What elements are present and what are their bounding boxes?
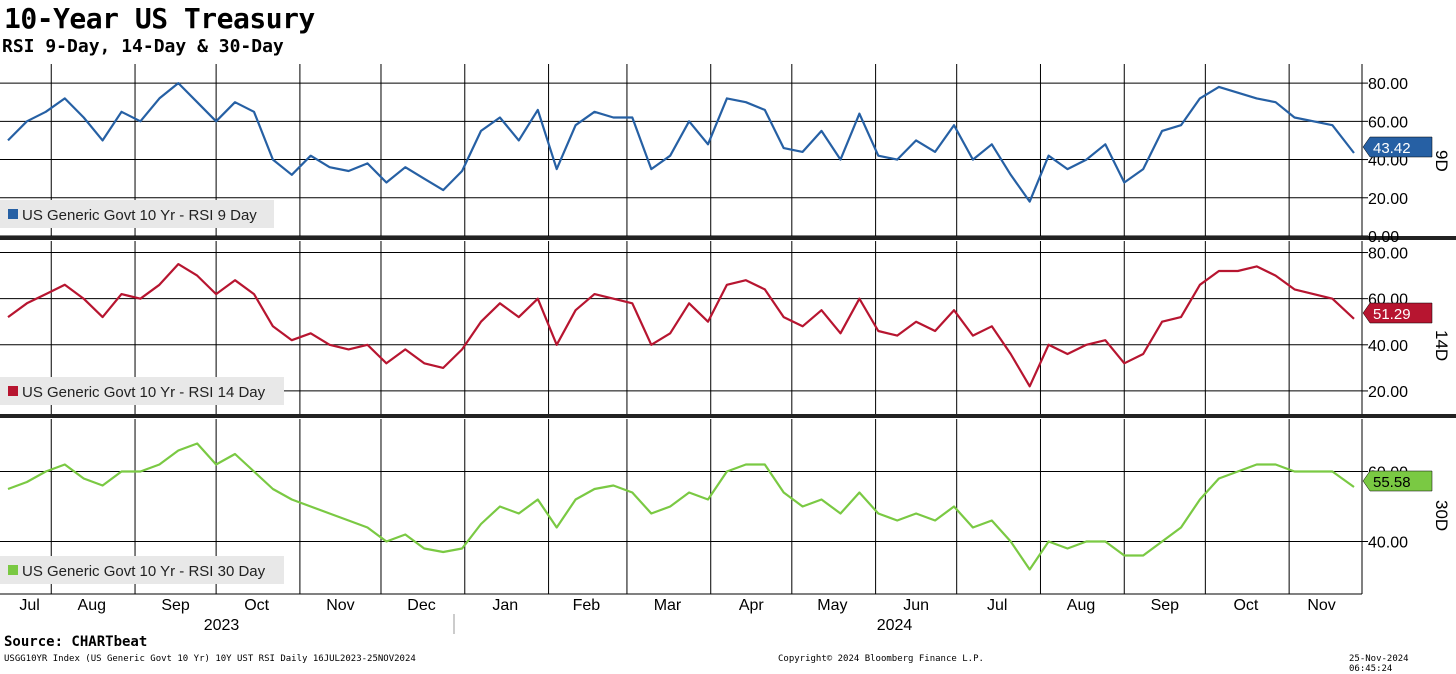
month-label: Dec (407, 597, 435, 614)
last-value-badge (1362, 470, 1433, 492)
legend-swatch (8, 209, 18, 219)
last-value-text: 51.29 (1373, 306, 1411, 323)
month-label: Mar (654, 597, 682, 614)
last-value-text: 55.58 (1373, 474, 1411, 491)
last-value-badge (1362, 136, 1433, 158)
month-label: Nov (1307, 597, 1335, 614)
month-label: Nov (326, 597, 354, 614)
series-line (7, 81, 1355, 203)
legend-box (0, 377, 284, 405)
y-tick-label: 20.00 (1368, 384, 1408, 401)
y-tick-label: 80.00 (1368, 246, 1408, 263)
legend-box (0, 556, 284, 584)
panel-side-label: 14D (1432, 330, 1451, 361)
panel-separator (0, 236, 1456, 240)
panel-separator (0, 414, 1456, 418)
label-layer: 80.00 60.00 40.00 20.00 0.00 US Generic Govt … (0, 76, 1451, 634)
legend-box (0, 200, 274, 228)
series-layer (7, 81, 1355, 571)
legend-swatch (8, 386, 18, 396)
month-label: Oct (1233, 597, 1258, 614)
last-value-text: 43.42 (1373, 140, 1411, 157)
y-tick-label: 0.00 (1368, 229, 1399, 246)
month-label: Jan (492, 597, 518, 614)
legend-label: US Generic Govt 10 Yr - RSI 9 Day (22, 207, 257, 224)
legend-label: US Generic Govt 10 Yr - RSI 30 Day (22, 563, 266, 580)
chart-subtitle: RSI 9-Day, 14-Day & 30-Day (2, 36, 284, 57)
last-value-badge (1362, 302, 1433, 324)
y-tick-label: 20.00 (1368, 191, 1408, 208)
footer-index-info: USGG10YR Index (US Generic Govt 10 Yr) 1… (4, 654, 416, 664)
month-label: Apr (739, 597, 765, 614)
y-tick-label: 40.00 (1368, 535, 1408, 552)
month-label: Feb (573, 597, 601, 614)
legend-label: US Generic Govt 10 Yr - RSI 14 Day (22, 384, 266, 401)
month-label: Oct (244, 597, 269, 614)
footer-copyright: Copyright© 2024 Bloomberg Finance L.P. (778, 654, 984, 664)
footer-timestamp: 25-Nov-2024 06:45:24 (1349, 654, 1409, 674)
series-line (7, 442, 1355, 571)
month-label: Jul (987, 597, 1007, 614)
y-tick-label: 40.00 (1368, 338, 1408, 355)
month-label: Jul (19, 597, 39, 614)
panel-side-label: 9D (1432, 150, 1451, 172)
month-label: Aug (1067, 597, 1095, 614)
month-label: Aug (78, 597, 106, 614)
grid-layer (0, 64, 1456, 634)
source-label: Source: CHARTbeat (4, 634, 148, 650)
series-line (7, 263, 1355, 388)
chart-title: 10-Year US Treasury (4, 2, 315, 35)
panel-side-label: 30D (1432, 500, 1451, 531)
legend-swatch (8, 565, 18, 575)
year-label: 2023 (204, 617, 240, 634)
y-tick-label: 60.00 (1368, 114, 1408, 131)
y-tick-label: 80.00 (1368, 76, 1408, 93)
year-label: 2024 (877, 617, 913, 634)
month-label: Sep (1151, 597, 1180, 614)
month-label: May (817, 597, 847, 614)
month-label: Jun (903, 597, 929, 614)
month-label: Sep (161, 597, 190, 614)
